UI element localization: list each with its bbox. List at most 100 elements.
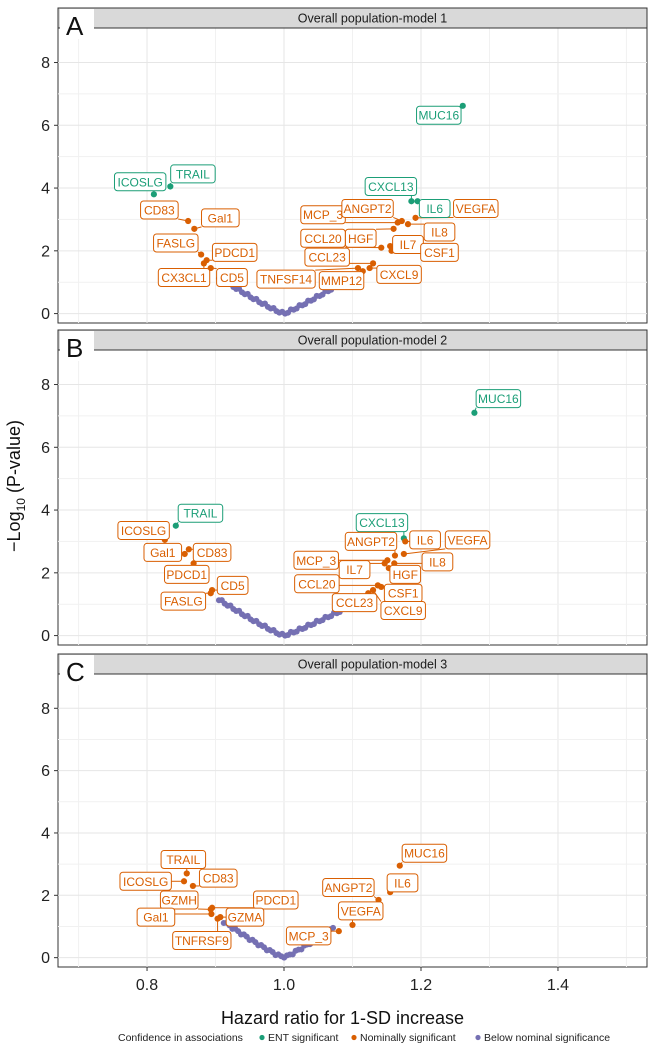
label-text: CCL23 (308, 251, 346, 265)
label-box (423, 222, 456, 242)
label-text: ANGPT2 (344, 202, 392, 216)
point-vegfa (400, 550, 407, 558)
label-box (386, 873, 419, 893)
label-box (401, 843, 448, 863)
label-text: CD83 (203, 872, 234, 886)
point-below-nominal (330, 924, 337, 931)
point-ccl20 (378, 244, 385, 251)
label-cx3cl1: CX3CL1 (157, 267, 211, 287)
label-text: CD83 (197, 546, 228, 560)
panel-strip (57, 653, 648, 675)
point-muc16 (471, 409, 478, 416)
x-tick-label: 1.2 (410, 977, 432, 994)
label-text: Gal1 (143, 911, 169, 925)
label-text: FASLG (164, 595, 203, 609)
label-box (143, 542, 183, 562)
label-cd5: CD5 (216, 267, 248, 287)
label-mcp_3: MCP_3 (300, 205, 346, 225)
label-text: CX3CL1 (161, 271, 207, 285)
label-text: CCL20 (304, 232, 342, 246)
label-cxcl9: CXCL9 (376, 264, 422, 284)
label-box (300, 228, 346, 248)
label-cxcl13: CXCL13 (355, 513, 409, 533)
point-il7 (381, 560, 388, 567)
point-muc16 (459, 102, 466, 109)
label-box (164, 564, 210, 584)
label-text: CXCL9 (380, 268, 419, 282)
label-box (198, 868, 238, 888)
label-text: CCL23 (336, 596, 374, 610)
label-muc16: MUC16 (475, 389, 522, 409)
label-csf1: CSF1 (383, 583, 423, 603)
label-text: HGF (393, 568, 418, 582)
label-text: FASLG (156, 236, 195, 250)
label-angpt2: ANGPT2 (344, 531, 398, 551)
label-angpt2: ANGPT2 (322, 878, 375, 898)
label-ccl20: CCL20 (300, 228, 346, 248)
label-box (338, 560, 371, 580)
label-text: TRAIL (166, 853, 200, 867)
label-text: TNFRSF9 (175, 934, 229, 948)
label-icoslg: ICOSLG (117, 520, 170, 540)
label-box (113, 172, 167, 192)
label-text: VEGFA (341, 904, 381, 918)
legend-entry: Below nominal significance (484, 1032, 610, 1044)
point-hgf (390, 225, 397, 232)
label-text: PDCD1 (255, 893, 296, 907)
panel-title: Overall population-model 2 (298, 334, 447, 348)
panel-title: Overall population-model 3 (298, 658, 447, 672)
label-il7: IL7 (338, 560, 371, 580)
label-cxcl13: CXCL13 (364, 176, 418, 196)
label-text: CXCL13 (359, 516, 405, 530)
label-box (293, 550, 339, 570)
label-box (418, 198, 451, 218)
label-text: TRAIL (176, 167, 210, 181)
label-angpt2: ANGPT2 (341, 198, 394, 218)
point-cd83 (185, 546, 192, 553)
panel-title: Overall population-model 1 (298, 12, 447, 26)
y-tick-label: 4 (41, 825, 50, 842)
label-box (294, 574, 340, 594)
label-box (453, 198, 499, 218)
point-gal1 (181, 550, 188, 558)
point-ccl23 (369, 260, 377, 267)
x-axis-label: Hazard ratio for 1-SD increase (221, 1008, 464, 1028)
label-box (409, 530, 441, 550)
label-gal1: Gal1 (201, 208, 240, 228)
label-ccl23: CCL23 (331, 593, 378, 613)
panel-letter: B (66, 333, 83, 363)
label-vegfa: VEGFA (337, 901, 384, 921)
y-tick-label: 0 (41, 628, 50, 645)
legend-key (475, 1034, 481, 1041)
label-trail: TRAIL (170, 164, 216, 184)
label-text: GZMH (162, 893, 197, 907)
label-text: PDCD1 (166, 568, 207, 582)
legend-entry: ENT significant (268, 1032, 339, 1044)
point-labels: MUC16 ICOSLG TRAIL CXCL13 IL6 VEGFA CD83 Gal1 MC… (113, 105, 499, 291)
y-tick-label: 8 (41, 55, 50, 72)
legend-key (351, 1034, 357, 1041)
label-il6: IL6 (409, 530, 441, 550)
leader-line (403, 548, 446, 555)
legend-entry: Nominally significant (360, 1032, 456, 1044)
label-box (256, 269, 316, 289)
label-vegfa: VEGFA (444, 530, 491, 550)
point-cxcl9 (366, 264, 373, 272)
label-text: CXCL13 (368, 180, 414, 194)
y-tick-label: 4 (41, 503, 50, 520)
label-box (119, 871, 172, 891)
label-text: HGF (348, 232, 373, 246)
label-text: IL8 (429, 555, 446, 569)
label-cd83: CD83 (192, 542, 232, 562)
label-text: GZMA (228, 911, 263, 925)
label-box (341, 198, 394, 218)
point-csf1 (378, 583, 385, 591)
label-box (157, 267, 211, 287)
point-angpt2 (391, 552, 399, 559)
panel-b: Overall population-model 2 B 0 2 4 6 8 MUC16 TRA… (41, 329, 648, 646)
label-box (337, 901, 384, 921)
label-box (159, 890, 199, 910)
label-text: MUC16 (478, 392, 519, 406)
label-trail: TRAIL (177, 503, 224, 523)
